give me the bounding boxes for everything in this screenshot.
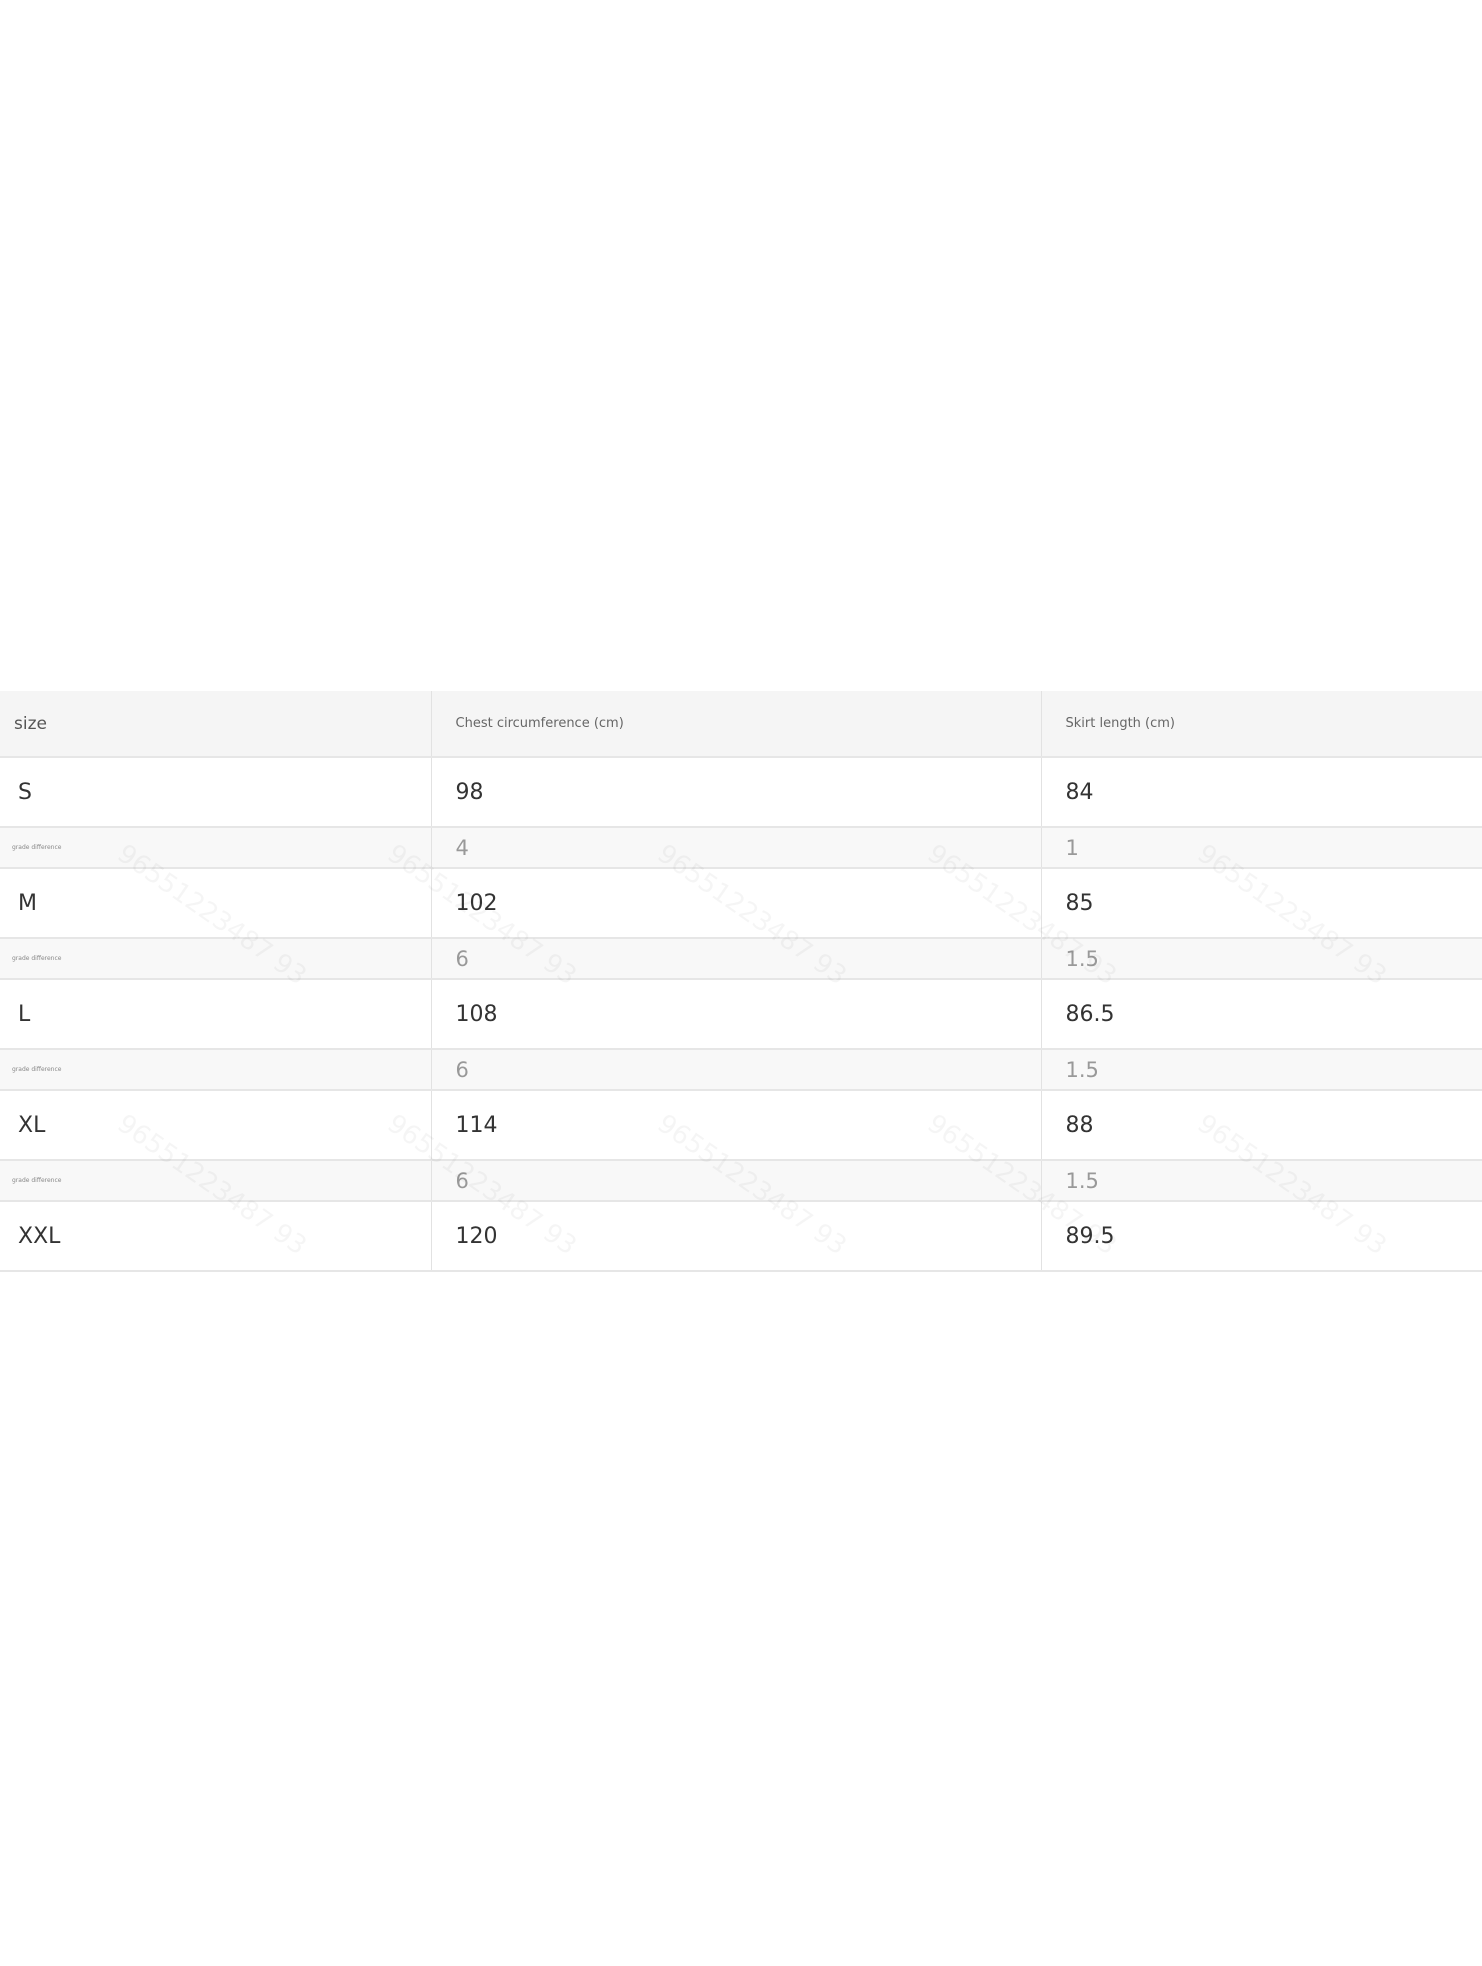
size-cell: S (0, 757, 431, 828)
skirt-difference: 1.5 (1040, 1160, 1482, 1202)
difference-label: grade difference (0, 938, 431, 980)
chest-difference: 6 (430, 938, 1041, 980)
difference-label: grade difference (0, 1049, 431, 1091)
chest-cell: 102 (430, 868, 1041, 939)
header-size: size (0, 691, 431, 758)
chest-difference: 6 (430, 1049, 1041, 1091)
chest-cell: 98 (430, 757, 1041, 828)
size-cell: XXL (0, 1201, 431, 1272)
skirt-difference: 1.5 (1040, 938, 1482, 980)
size-cell: L (0, 979, 431, 1050)
size-chart-table: size Chest circumference (cm) Skirt leng… (0, 691, 1482, 1272)
chest-cell: 114 (430, 1090, 1041, 1161)
header-row: size Chest circumference (cm) Skirt leng… (0, 691, 1482, 758)
header-skirt: Skirt length (cm) (1040, 691, 1482, 758)
size-cell: M (0, 868, 431, 939)
table-row: M 102 85 (0, 868, 1482, 939)
skirt-cell: 89.5 (1040, 1201, 1482, 1272)
chest-cell: 108 (430, 979, 1041, 1050)
chest-cell: 120 (430, 1201, 1041, 1272)
skirt-difference: 1 (1040, 827, 1482, 869)
difference-label: grade difference (0, 827, 431, 869)
header-chest: Chest circumference (cm) (430, 691, 1041, 758)
difference-row: grade difference 4 1 (0, 827, 1482, 869)
skirt-cell: 86.5 (1040, 979, 1482, 1050)
table-row: S 98 84 (0, 757, 1482, 828)
chest-difference: 6 (430, 1160, 1041, 1202)
difference-label: grade difference (0, 1160, 431, 1202)
skirt-difference: 1.5 (1040, 1049, 1482, 1091)
skirt-cell: 84 (1040, 757, 1482, 828)
size-cell: XL (0, 1090, 431, 1161)
table-row: L 108 86.5 (0, 979, 1482, 1050)
skirt-cell: 88 (1040, 1090, 1482, 1161)
skirt-cell: 85 (1040, 868, 1482, 939)
difference-row: grade difference 6 1.5 (0, 938, 1482, 980)
chest-difference: 4 (430, 827, 1041, 869)
table-row: XL 114 88 (0, 1090, 1482, 1161)
table-row: XXL 120 89.5 (0, 1201, 1482, 1272)
difference-row: grade difference 6 1.5 (0, 1049, 1482, 1091)
difference-row: grade difference 6 1.5 (0, 1160, 1482, 1202)
